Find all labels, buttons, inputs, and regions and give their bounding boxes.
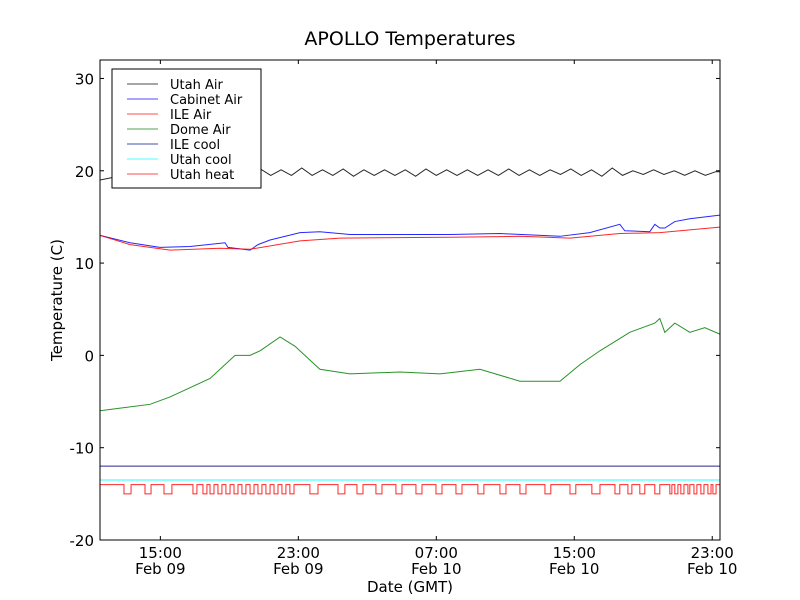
plot-frame [99, 59, 721, 541]
legend-label: Utah Air [170, 78, 223, 93]
x-axis-label: Date (GMT) [367, 578, 453, 596]
x-tick-label-time: 07:00 [415, 544, 458, 562]
series-line-ile-air [100, 226, 720, 251]
x-tick-label-date: Feb 09 [273, 560, 323, 578]
x-tick-label-time: 23:00 [277, 544, 320, 562]
x-tick-label-time: 15:00 [553, 544, 596, 562]
x-tick-label-date: Feb 09 [135, 560, 185, 578]
y-tick-label: -10 [70, 440, 95, 458]
y-tick-label: 20 [75, 163, 94, 181]
legend-label: Cabinet Air [170, 93, 243, 108]
series-line-cabinet-air [100, 214, 720, 251]
y-tick-label: 10 [75, 255, 94, 273]
x-tick-label-date: Feb 10 [687, 560, 737, 578]
y-tick-label: 0 [84, 347, 94, 365]
chart-title: APOLLO Temperatures [304, 28, 515, 50]
legend-label: Utah cool [170, 153, 232, 168]
y-tick-label: 30 [75, 70, 94, 88]
x-tick-label-time: 15:00 [139, 544, 182, 562]
y-axis-label: Temperature (C) [48, 239, 66, 362]
legend-label: Dome Air [170, 123, 231, 138]
legend-label: ILE Air [170, 108, 212, 123]
legend-label: ILE cool [170, 138, 220, 153]
x-tick-label-date: Feb 10 [549, 560, 599, 578]
legend-label: Utah heat [170, 168, 234, 183]
series-line-utah-heat [100, 484, 720, 495]
y-tick-label: -20 [70, 532, 95, 550]
x-tick-label-time: 23:00 [691, 544, 734, 562]
x-tick-label-date: Feb 10 [411, 560, 461, 578]
series-line-dome-air [100, 317, 720, 412]
